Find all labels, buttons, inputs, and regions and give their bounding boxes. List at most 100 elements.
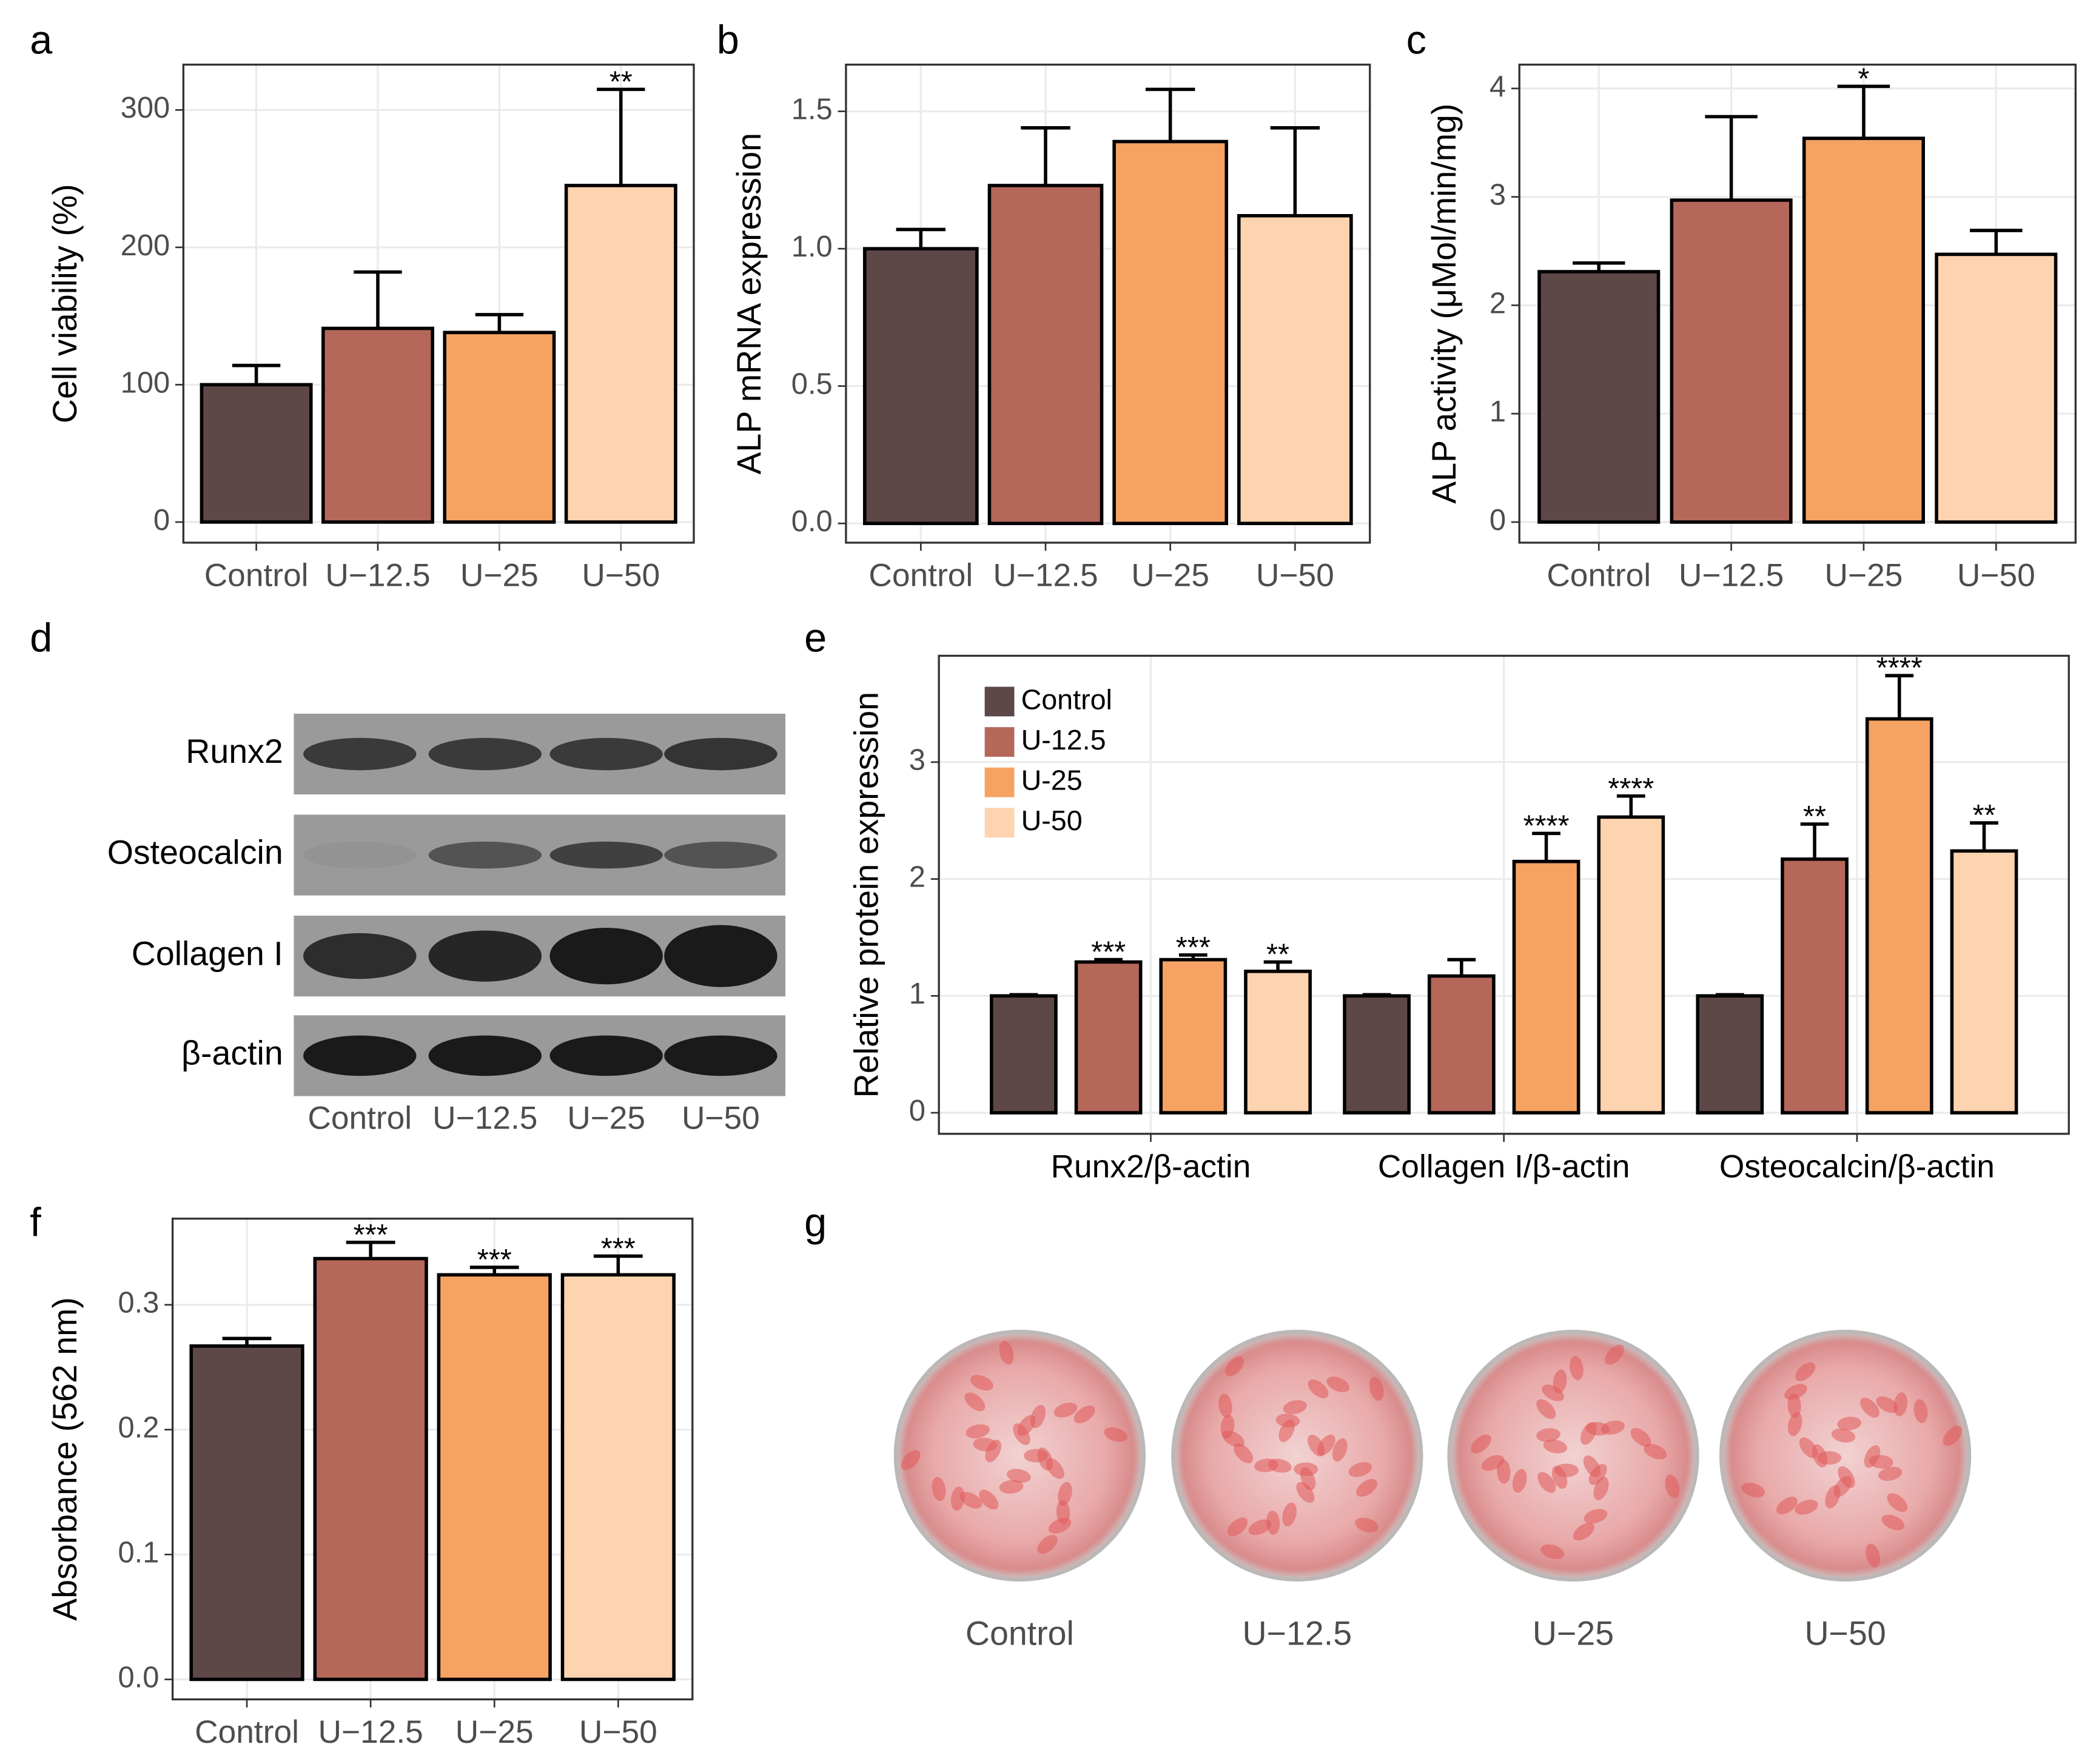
bar: [1237, 213, 1353, 525]
stain-patch: [1248, 1519, 1272, 1535]
significance: *: [1858, 62, 1869, 95]
significance: ***: [601, 1232, 636, 1265]
bar: [1670, 198, 1793, 524]
stain-patch: [1543, 1439, 1568, 1454]
error-bar: [1705, 115, 1758, 201]
blot-band: [664, 841, 778, 869]
stain-patch: [1570, 1356, 1584, 1381]
blot-band: [428, 1035, 542, 1076]
error-bar: [1885, 674, 1914, 719]
error-bar: [896, 227, 946, 249]
significance: ***: [1091, 936, 1126, 969]
legend-swatch: [984, 727, 1015, 757]
stain-patch: [1275, 1414, 1300, 1427]
y-axis-title: Absorbance (562 nm): [46, 1297, 84, 1621]
stain-patch: [1537, 1472, 1556, 1493]
error-bar: [1362, 993, 1391, 997]
x-tick-label: U−25: [1131, 558, 1209, 594]
stain-patch: [1776, 1497, 1798, 1515]
stain-patch: [1553, 1369, 1567, 1393]
stain-patch: [1795, 1500, 1818, 1515]
stain-patch: [979, 1489, 999, 1510]
stain-patch: [932, 1477, 946, 1501]
stain-patch: [1017, 1415, 1036, 1436]
blot-band: [303, 1035, 417, 1076]
error-bar: [593, 1254, 643, 1275]
blot-band: [428, 930, 542, 982]
stain-patch: [1296, 1481, 1315, 1503]
legend-swatch: [984, 767, 1015, 797]
legend-swatch: [984, 808, 1015, 838]
bar: [862, 247, 979, 525]
y-tick-label: 3: [909, 744, 925, 777]
blot-row-label: Collagen I: [132, 934, 283, 972]
stain-patch: [1573, 1523, 1594, 1541]
stain-patch: [1536, 1428, 1560, 1442]
stain-patch: [1073, 1405, 1095, 1424]
x-tick-label: U−12.5: [1679, 558, 1784, 594]
x-tick-label: Control: [204, 558, 309, 594]
y-tick-label: 300: [121, 92, 170, 124]
bar: [1802, 136, 1925, 524]
x-tick-label: Control: [868, 558, 973, 594]
y-tick-label: 0: [153, 504, 170, 537]
y-axis-title: Cell viability (%): [46, 184, 84, 423]
y-tick-label: 0.1: [118, 1536, 159, 1569]
stain-patch: [1585, 1421, 1610, 1436]
blot-band: [549, 928, 663, 985]
bar: [560, 1273, 676, 1682]
legend-label: U-12.5: [1021, 724, 1106, 756]
significance: **: [1803, 800, 1826, 833]
bar: [443, 330, 556, 524]
bar: [189, 1344, 304, 1682]
bar: [1935, 252, 2058, 524]
y-tick-label: 1: [1490, 395, 1506, 428]
stain-patch: [1787, 1412, 1802, 1437]
significance: ***: [354, 1219, 388, 1252]
blot-band: [664, 925, 778, 987]
stain-patch: [1308, 1379, 1329, 1398]
stain-patch: [1536, 1399, 1556, 1420]
plot-frame: [182, 63, 695, 544]
error-bar: [1572, 261, 1625, 272]
y-tick-label: 1: [909, 978, 925, 1010]
blot-band: [303, 933, 417, 979]
bar: [1159, 957, 1228, 1115]
stain-patch: [1369, 1377, 1384, 1401]
stain-patch: [999, 1341, 1014, 1365]
blot-band: [664, 737, 778, 771]
bar: [1597, 815, 1665, 1115]
y-tick-label: 0.0: [118, 1661, 159, 1694]
x-tick-label: U−50: [579, 1714, 657, 1750]
stain-patch: [999, 1480, 1024, 1494]
legend-label: U-50: [1021, 805, 1083, 836]
x-tick-label: Control: [195, 1714, 299, 1750]
stain-patch: [1037, 1535, 1058, 1554]
stain-patch: [1007, 1469, 1031, 1483]
stain-patch: [1540, 1544, 1565, 1560]
stain-patch: [964, 1392, 986, 1412]
error-bar: [354, 270, 402, 329]
y-tick-label: 0.5: [791, 368, 833, 401]
bar: [200, 383, 313, 524]
x-tick-label: Runx2/β-actin: [1051, 1149, 1251, 1185]
well-label: U−12.5: [1243, 1615, 1352, 1652]
stain-patch: [1317, 1434, 1335, 1456]
stain-patch: [1584, 1509, 1608, 1524]
well-label: Control: [966, 1615, 1074, 1652]
stain-patch: [1644, 1443, 1667, 1460]
stain-patch: [1282, 1502, 1297, 1526]
plot-frame: [1518, 63, 2077, 544]
legend-label: Control: [1021, 683, 1112, 715]
stain-patch: [1551, 1466, 1568, 1489]
stain-patch: [1300, 1467, 1316, 1491]
blot-row-label: Osteocalcin: [107, 834, 283, 871]
blot-lane-label: Control: [307, 1101, 412, 1136]
plot-frame: [171, 1217, 694, 1701]
stain-patch: [1481, 1455, 1505, 1471]
error-bar: [346, 1240, 395, 1259]
bar: [313, 1256, 428, 1682]
stain-patch: [1831, 1428, 1856, 1443]
y-tick-label: 2: [909, 860, 925, 893]
y-tick-label: 0.2: [118, 1412, 159, 1444]
